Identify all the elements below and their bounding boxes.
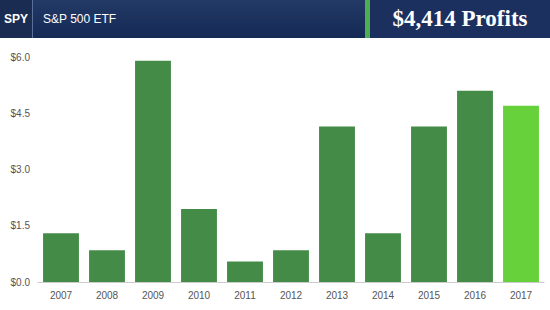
svg-text:2009: 2009 (142, 290, 165, 301)
svg-text:2013: 2013 (326, 290, 349, 301)
html-text:S&P 500 ETF: S&P 500 ETF (43, 12, 117, 26)
svg-text:$4.5: $4.5 (11, 108, 31, 119)
svg-text:$1.5: $1.5 (11, 220, 31, 231)
svg-text:$3.0: $3.0 (11, 164, 31, 175)
html-text:SPY: SPY (4, 12, 28, 26)
svg-text:$0.0: $0.0 (11, 277, 31, 288)
svg-text:$6.0: $6.0 (11, 52, 31, 63)
svg-text:2010: 2010 (188, 290, 211, 301)
svg-text:2008: 2008 (96, 290, 119, 301)
svg-text:2017: 2017 (510, 290, 533, 301)
html-text:$4,414 Profits: $4,414 Profits (392, 6, 528, 31)
svg-text:2015: 2015 (418, 290, 441, 301)
svg-text:2016: 2016 (464, 290, 487, 301)
svg-text:2012: 2012 (280, 290, 303, 301)
svg-text:2011: 2011 (234, 290, 256, 301)
svg-text:2007: 2007 (50, 290, 73, 301)
svg-text:2014: 2014 (372, 290, 395, 301)
